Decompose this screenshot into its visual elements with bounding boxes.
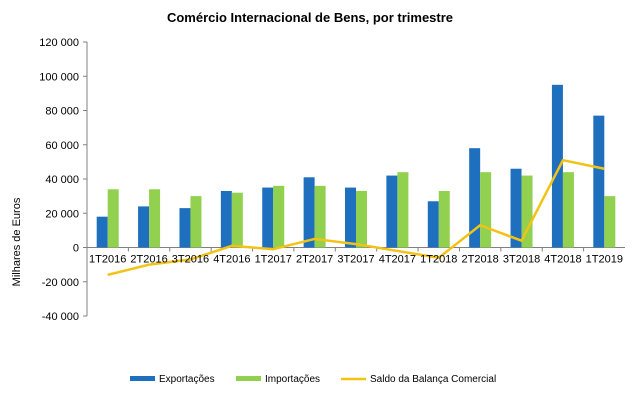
bar-exportacoes — [220, 190, 232, 248]
bar-importacoes — [107, 189, 119, 248]
y-tick-label: 100 000 — [39, 71, 79, 83]
y-tick-label: -20 000 — [42, 277, 79, 289]
y-tick-label: 120 000 — [39, 37, 79, 49]
legend-label: Importações — [265, 374, 320, 385]
y-tick-label: -40 000 — [42, 311, 79, 323]
bar-exportacoes — [179, 208, 191, 248]
bar-importacoes — [604, 196, 616, 248]
bar-exportacoes — [138, 206, 150, 248]
x-tick-label: 2T2017 — [296, 254, 333, 266]
bar-exportacoes — [510, 168, 522, 248]
bar-importacoes — [562, 172, 574, 248]
bar-importacoes — [480, 172, 492, 248]
y-tick-label: 60 000 — [45, 140, 79, 152]
bar-importacoes — [521, 175, 533, 248]
x-tick-label: 1T2019 — [586, 254, 623, 266]
x-tick-label: 4T2018 — [544, 254, 581, 266]
x-tick-label: 4T2017 — [379, 254, 416, 266]
y-tick-label: 0 — [73, 243, 79, 255]
x-tick-label: 3T2016 — [172, 254, 209, 266]
plot-area: -40 000 -20 000 0 20 000 40 000 60 000 80 000 1… — [39, 37, 625, 323]
bar-exportacoes — [262, 187, 274, 248]
y-tick-label: 80 000 — [45, 106, 79, 118]
bar-exportacoes — [386, 175, 398, 248]
bar-importacoes — [231, 192, 243, 248]
legend: Exportações Importações Saldo da Balança C… — [130, 374, 496, 385]
x-tick-label: 2T2018 — [461, 254, 498, 266]
bar-importacoes — [438, 190, 450, 248]
bar-exportacoes — [345, 187, 356, 248]
x-tick-label: 3T2017 — [337, 254, 374, 266]
legend-label: Saldo da Balança Comercial — [370, 374, 496, 385]
x-tick-label: 1T2017 — [255, 254, 292, 266]
legend-label: Exportações — [159, 374, 215, 385]
bar-importacoes — [273, 185, 285, 248]
x-tick-label: 2T2016 — [130, 254, 167, 266]
bar-importacoes — [356, 190, 367, 248]
bar-exportacoes — [427, 201, 439, 248]
chart-title: Comércio Internacional de Bens, por trim… — [167, 10, 453, 25]
x-tick-label: 1T2016 — [89, 254, 126, 266]
x-tick-label: 1T2018 — [420, 254, 457, 266]
bar-exportacoes — [593, 115, 605, 248]
bar-importacoes — [190, 196, 202, 248]
y-axis-label: Milhares de Euros — [11, 197, 23, 286]
bar-exportacoes — [469, 148, 481, 248]
legend-swatch — [236, 376, 261, 381]
y-tick-label: 40 000 — [45, 174, 79, 186]
bar-exportacoes — [96, 216, 108, 248]
x-tick-label: 4T2016 — [213, 254, 250, 266]
bar-exportacoes — [551, 84, 563, 248]
y-tick-label: 20 000 — [45, 208, 79, 220]
bar-importacoes — [397, 172, 409, 248]
bar-exportacoes — [303, 177, 315, 248]
bar-importacoes — [314, 185, 326, 248]
x-tick-label: 3T2018 — [503, 254, 540, 266]
bar-importacoes — [149, 189, 161, 248]
legend-swatch — [130, 376, 155, 381]
